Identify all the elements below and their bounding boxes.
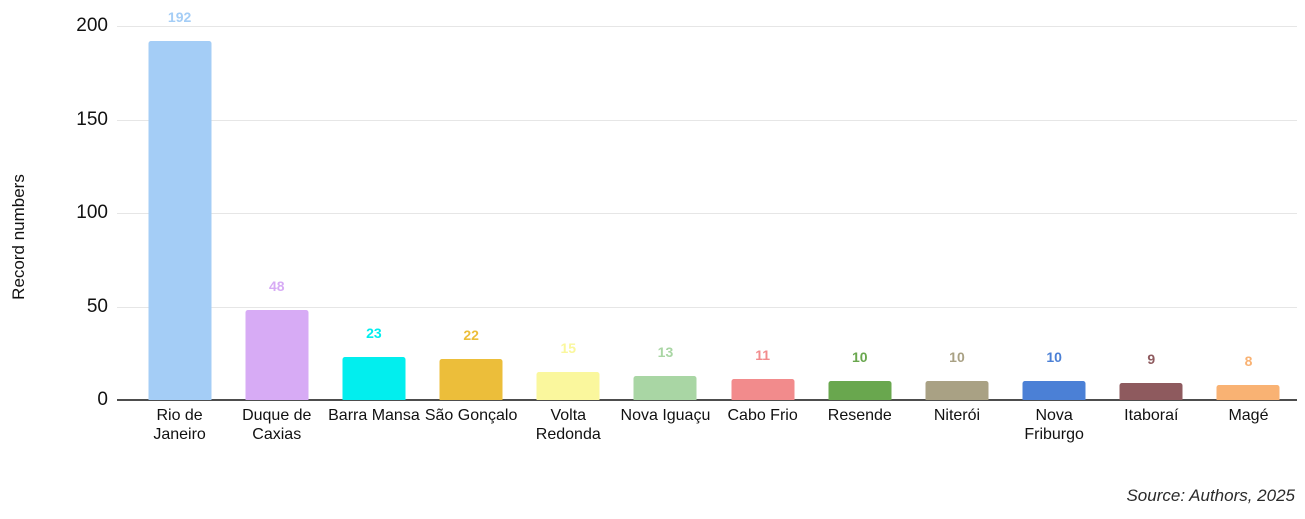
bar-cell: 10 xyxy=(1006,0,1103,400)
bar xyxy=(536,371,600,400)
x-tick-label: Nova Iguaçu xyxy=(620,407,711,424)
bar xyxy=(245,310,309,400)
bar xyxy=(439,358,503,400)
bar-cell: 10 xyxy=(908,0,1005,400)
bar xyxy=(925,381,989,400)
x-tick-label: Duque de Caxias xyxy=(242,407,312,443)
bar-value-label: 22 xyxy=(463,326,479,343)
x-tick-label: Volta Redonda xyxy=(535,407,601,443)
bars-layer: 192 48 23 22 15 13 11 10 10 10 9 8 xyxy=(131,0,1297,400)
bar-value-label: 10 xyxy=(852,349,868,366)
x-tick-label: Barra Mansa xyxy=(328,407,420,424)
bar xyxy=(633,375,697,400)
bar-value-label: 48 xyxy=(268,278,285,295)
bar-value-label: 192 xyxy=(167,8,192,25)
bar xyxy=(148,40,212,400)
bar-value-label: 10 xyxy=(1046,349,1062,366)
bar-value-label: 23 xyxy=(366,325,382,341)
gridline xyxy=(117,119,1297,121)
x-tick-label: Rio de Janeiro xyxy=(153,407,206,443)
y-tick-label: 100 xyxy=(76,202,108,223)
y-tick-label: 0 xyxy=(97,389,108,410)
x-tick-label: Magé xyxy=(1228,407,1269,424)
bar-value-label: 10 xyxy=(949,349,965,366)
bar-value-label: 15 xyxy=(560,339,577,356)
bar-value-label: 9 xyxy=(1147,351,1156,368)
bar-cell: 192 xyxy=(131,0,228,400)
gridline xyxy=(117,213,1297,214)
y-axis-title: Record numbers xyxy=(9,174,28,300)
x-tick-label: São Gonçalo xyxy=(424,407,518,424)
bar-cell: 48 xyxy=(228,0,325,400)
bar-cell: 13 xyxy=(617,0,714,400)
bar-cell: 10 xyxy=(811,0,908,400)
bar xyxy=(1216,385,1280,400)
x-tick-label: Nova Friburgo xyxy=(1024,407,1084,443)
bar-cell: 11 xyxy=(714,0,811,400)
bar-cell: 15 xyxy=(520,0,617,400)
bar-value-label: 8 xyxy=(1244,353,1253,370)
x-tick-label: Itaboraí xyxy=(1124,407,1179,424)
source-note: Source: Authors, 2025 xyxy=(1126,486,1295,505)
bar-cell: 22 xyxy=(423,0,520,400)
bar xyxy=(1022,381,1086,400)
bar-cell: 23 xyxy=(325,0,422,400)
x-tick-labels-layer: Rio de Janeiro Duque de Caxias Barra Mansa… xyxy=(131,406,1297,444)
bar xyxy=(1119,383,1183,400)
y-tick-label: 50 xyxy=(86,295,108,317)
y-tick-label: 150 xyxy=(76,108,108,130)
y-tick-label: 200 xyxy=(76,15,108,36)
bar-cell: 8 xyxy=(1200,0,1297,400)
bar xyxy=(342,357,406,400)
x-tick-label: Niterói xyxy=(933,407,981,424)
x-axis-line xyxy=(117,399,1297,401)
bar-value-label: 13 xyxy=(657,343,674,360)
gridline xyxy=(117,26,1297,27)
bar xyxy=(731,379,795,400)
bar-value-label: 11 xyxy=(755,347,771,364)
bar-cell: 9 xyxy=(1103,0,1200,400)
gridline xyxy=(117,306,1297,308)
x-tick-label: Resende xyxy=(827,407,892,424)
x-tick-label: Cabo Frio xyxy=(727,407,798,424)
bar xyxy=(828,381,892,400)
